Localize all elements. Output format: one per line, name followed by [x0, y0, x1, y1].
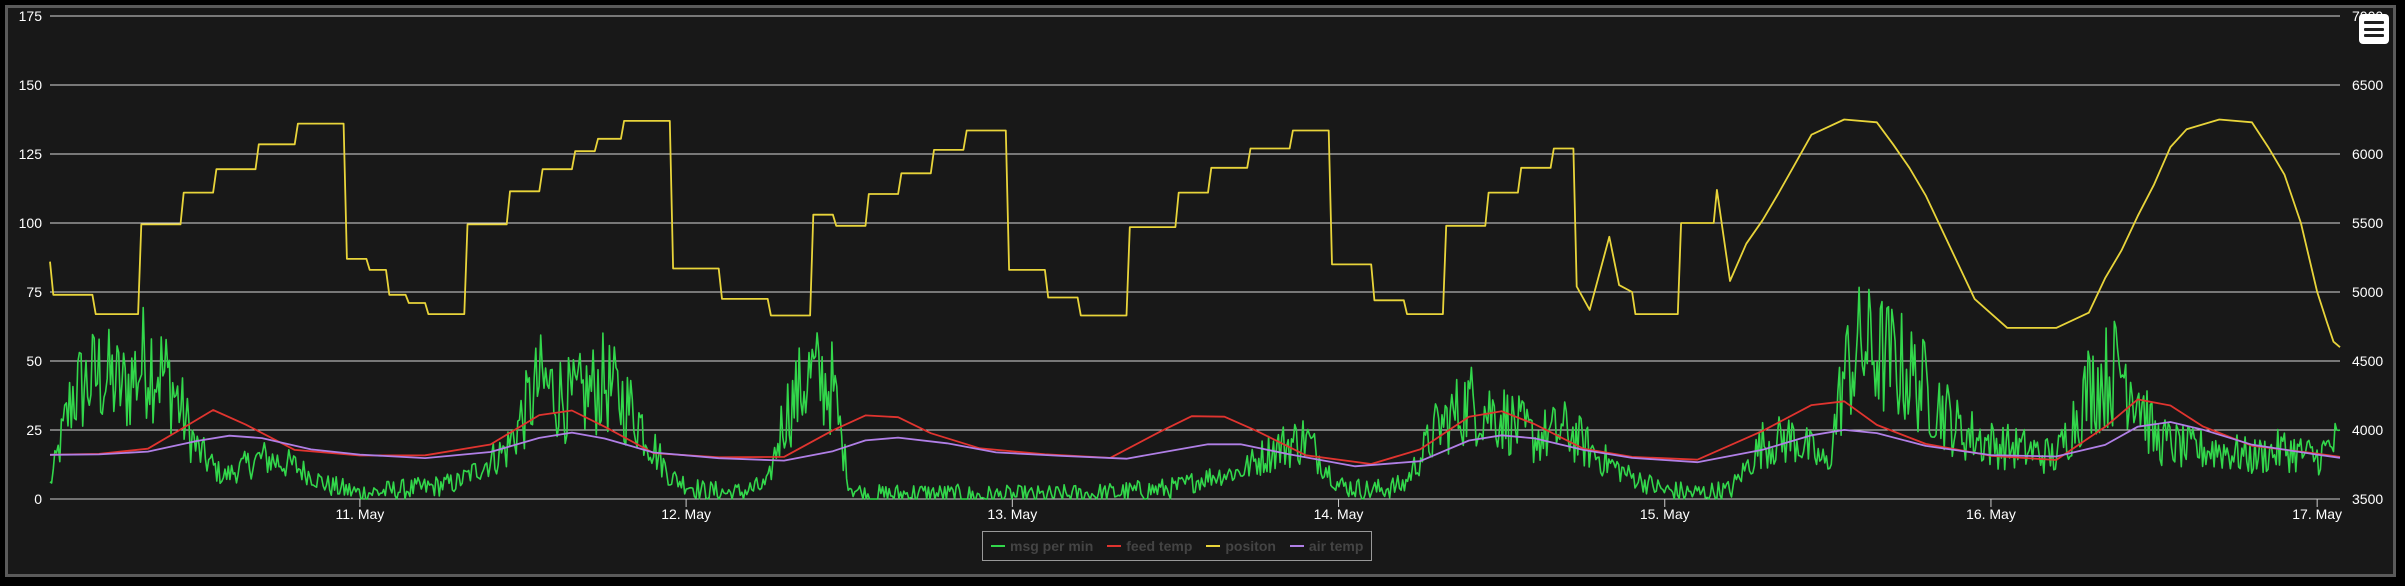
y-left-tick-label: 125: [19, 146, 43, 162]
legend-item-feed-temp[interactable]: feed temp: [1107, 538, 1192, 554]
legend-item-msg-per-min[interactable]: msg per min: [991, 538, 1093, 554]
legend-swatch: [1289, 545, 1304, 547]
x-tick-label: 14. May: [1314, 506, 1364, 522]
y-right-tick-label: 3500: [2352, 491, 2383, 507]
legend-label: msg per min: [1010, 538, 1094, 554]
y-left-tick-label: 150: [19, 77, 43, 93]
legend-label: air temp: [1308, 538, 1364, 554]
legend-item-air-temp[interactable]: air temp: [1289, 538, 1364, 554]
y-right-tick-label: 6500: [2352, 77, 2383, 93]
series-line-feed-temp: [49, 398, 2341, 465]
y-right-tick-label: 6000: [2352, 146, 2383, 162]
hamburger-menu-icon: [2364, 34, 2384, 37]
plot-area: [49, 118, 2341, 500]
legend-label: feed temp: [1126, 538, 1193, 554]
x-tick-label: 13. May: [987, 506, 1037, 522]
chart-legend: msg per min feed temp positon air temp: [982, 531, 1373, 561]
x-tick-label: 17. May: [2292, 506, 2342, 522]
series-line-msg-per-min: [49, 286, 2341, 500]
y-left-tick-label: 175: [19, 8, 43, 24]
y-left-tick-label: 50: [26, 353, 42, 369]
legend-item-positon[interactable]: positon: [1206, 538, 1276, 554]
grid-lines: [50, 15, 2340, 500]
chart-context-menu-button[interactable]: [2359, 14, 2389, 44]
series-line-air-temp: [49, 421, 2341, 468]
legend-label: positon: [1225, 538, 1276, 554]
x-axis: 11. May 12. May 13. May 14. May 15. May 16. M…: [336, 499, 2342, 522]
y-left-tick-label: 75: [26, 284, 42, 300]
hamburger-menu-icon: [2364, 21, 2384, 24]
legend-swatch: [1107, 545, 1122, 547]
legend-swatch: [1206, 545, 1221, 547]
left-y-axis: 0 25 50 75 100 125 150 175: [19, 8, 43, 507]
y-left-tick-label: 100: [19, 215, 43, 231]
x-tick-label: 11. May: [336, 506, 385, 522]
right-y-axis: 35004000450050005500600065007000: [2352, 8, 2383, 507]
x-tick-label: 16. May: [1966, 506, 2016, 522]
hamburger-menu-icon: [2364, 27, 2384, 31]
y-left-tick-label: 25: [26, 422, 42, 438]
x-tick-label: 15. May: [1640, 506, 1690, 522]
y-right-tick-label: 5500: [2352, 215, 2383, 231]
y-right-tick-label: 4500: [2352, 353, 2383, 369]
series-line-positon: [49, 118, 2341, 348]
x-tick-label: 12. May: [661, 506, 711, 522]
y-left-tick-label: 0: [34, 491, 42, 507]
y-right-tick-label: 4000: [2352, 422, 2383, 438]
legend-swatch: [991, 545, 1005, 547]
y-right-tick-label: 5000: [2352, 284, 2383, 300]
